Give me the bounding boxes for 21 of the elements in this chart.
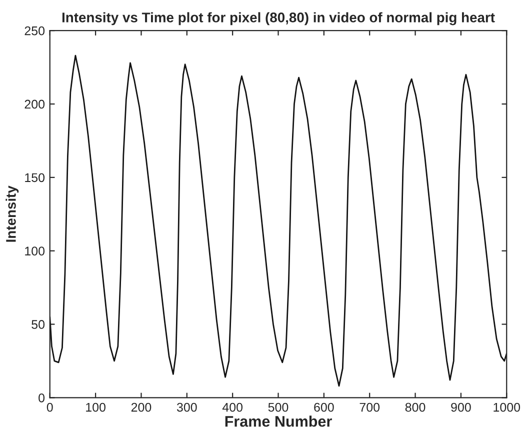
x-tick-label: 0 [46, 402, 53, 412]
x-tick-label: 900 [451, 402, 471, 412]
chart-title: Intensity vs Time plot for pixel (80,80) in video of normal pig heart [62, 12, 495, 26]
y-tick-label: 150 [25, 173, 45, 182]
y-tick-label: 200 [24, 100, 45, 109]
x-axis-title: Frame Number [225, 416, 332, 427]
y-tick-label: 250 [24, 26, 45, 36]
x-tick-label: 700 [360, 402, 380, 412]
x-tick-label: 400 [222, 402, 243, 412]
x-tick-label: 100 [86, 402, 106, 412]
y-tick-label: 50 [32, 320, 45, 329]
y-tick-label: 0 [38, 393, 45, 402]
x-tick-label: 800 [405, 402, 426, 412]
x-tick-label: 1000 [494, 402, 520, 412]
x-tick-label: 500 [268, 402, 288, 412]
line-series [50, 54, 507, 387]
x-tick-label: 600 [314, 402, 334, 412]
x-tick-label: 300 [176, 402, 197, 412]
x-tick-label: 200 [131, 402, 152, 412]
y-axis-title: Intensity [6, 186, 19, 242]
y-tick-label: 100 [25, 246, 45, 256]
